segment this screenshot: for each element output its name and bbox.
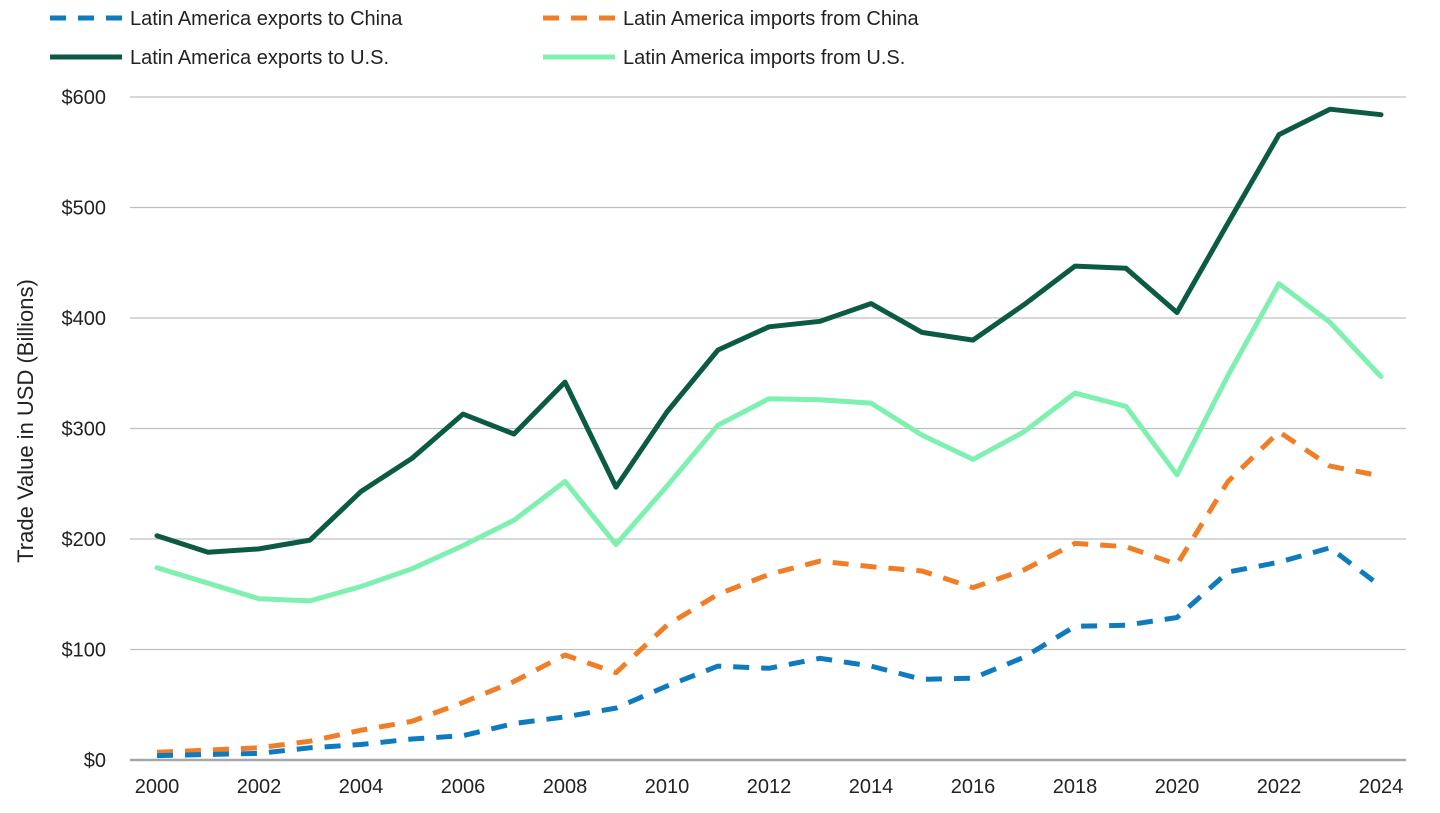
- x-tick-label: 2008: [543, 776, 588, 798]
- legend-label: Latin America exports to China: [130, 8, 403, 30]
- y-tick-label: $100: [62, 640, 107, 662]
- x-tick-label: 2002: [237, 776, 282, 798]
- series-line: [156, 545, 1383, 759]
- x-tick-label: 2014: [849, 776, 894, 798]
- legend-label: Latin America imports from U.S.: [623, 47, 905, 69]
- y-axis-ticks: $0 $100 $200 $300 $400 $500 $600: [62, 87, 107, 772]
- legend-item: Latin America exports to China: [50, 8, 403, 30]
- legend-item: Latin America exports to U.S.: [50, 47, 389, 69]
- x-tick-label: 2024: [1359, 776, 1404, 798]
- legend-label: Latin America imports from China: [623, 8, 920, 30]
- series-line: [154, 106, 1384, 555]
- series-line: [154, 281, 1384, 604]
- legend-item: Latin America imports from U.S.: [543, 47, 905, 69]
- y-tick-label: $400: [62, 308, 107, 330]
- x-tick-label: 2018: [1053, 776, 1098, 798]
- x-tick-label: 2006: [441, 776, 486, 798]
- y-tick-label: $200: [62, 529, 107, 551]
- x-tick-label: 2012: [747, 776, 792, 798]
- legend-item: Latin America imports from China: [543, 8, 920, 30]
- x-tick-label: 2010: [645, 776, 690, 798]
- x-axis-ticks: 2000 2002 2004 2006 2008 2010 2012 2014 2016 2018…: [135, 776, 1404, 798]
- legend: Latin America exports to China Latin Amer…: [50, 8, 920, 69]
- series-line: [156, 429, 1382, 755]
- y-tick-label: $500: [62, 198, 107, 220]
- y-tick-label: $0: [84, 750, 106, 772]
- x-tick-label: 2016: [951, 776, 996, 798]
- legend-label: Latin America exports to U.S.: [130, 47, 389, 69]
- x-tick-label: 2004: [339, 776, 384, 798]
- y-axis-title: Trade Value in USD (Billions): [13, 279, 38, 563]
- series-lines: [154, 106, 1384, 759]
- x-tick-label: 2000: [135, 776, 180, 798]
- x-tick-label: 2022: [1257, 776, 1302, 798]
- x-tick-label: 2020: [1155, 776, 1200, 798]
- gridlines: [130, 96, 1406, 762]
- y-tick-label: $300: [62, 419, 107, 441]
- y-tick-label: $600: [62, 87, 107, 109]
